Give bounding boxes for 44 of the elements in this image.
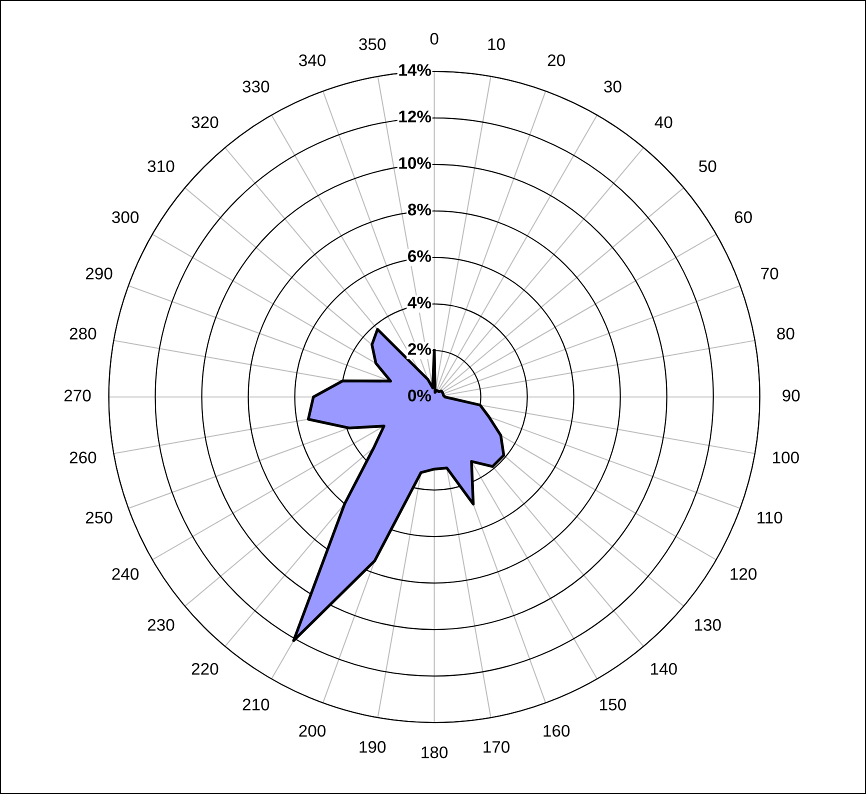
spoke-label: 20	[548, 54, 565, 66]
y-tick-label: 0%	[408, 390, 432, 402]
spoke-label: 80	[777, 328, 794, 340]
spoke-label: 150	[600, 698, 626, 710]
spoke-label: 190	[360, 741, 386, 753]
spoke-label: 220	[192, 662, 218, 675]
y-tick-label: 10%	[399, 157, 432, 169]
spoke-label: 160	[544, 724, 570, 737]
spoke-label: 170	[484, 741, 510, 753]
spoke-label: 90	[782, 390, 800, 402]
spoke-label: 50	[699, 160, 716, 172]
spoke-label: 200	[299, 724, 326, 737]
spoke-label: 40	[654, 116, 672, 128]
spoke-label: 100	[773, 452, 799, 464]
spoke-label: 300	[112, 211, 139, 224]
spoke-label: 260	[70, 452, 96, 464]
y-tick-label: 14%	[399, 64, 432, 76]
spoke-label: 310	[148, 160, 174, 172]
spoke-label: 250	[86, 512, 112, 524]
spoke-label: 10	[488, 38, 505, 50]
spoke-label: 210	[242, 698, 270, 710]
spoke-label: 340	[299, 54, 326, 66]
spoke-label: 180	[422, 746, 448, 758]
spoke-label: 230	[148, 619, 174, 631]
y-tick-label: 4%	[408, 296, 432, 308]
spoke-label: 280	[70, 328, 96, 340]
y-tick-label: 6%	[408, 250, 432, 262]
spoke-label: 330	[242, 80, 270, 92]
spoke-label: 0	[430, 32, 438, 45]
spoke-label: 270	[64, 390, 91, 402]
y-tick-label: 8%	[408, 204, 432, 216]
spoke-label: 290	[86, 268, 112, 280]
spoke-label: 60	[734, 211, 752, 224]
y-tick-label: 12%	[399, 110, 432, 122]
spoke-label: 70	[761, 268, 778, 280]
spoke-label: 120	[730, 568, 757, 580]
spoke-label: 320	[192, 116, 218, 128]
spoke-label: 350	[359, 38, 386, 50]
spoke-label: 140	[651, 662, 677, 675]
spoke-label: 30	[604, 80, 622, 92]
spoke-label: 110	[758, 512, 782, 524]
spoke-label: 240	[112, 568, 139, 580]
spoke-label: 130	[694, 619, 721, 631]
y-tick-label: 2%	[408, 343, 432, 355]
